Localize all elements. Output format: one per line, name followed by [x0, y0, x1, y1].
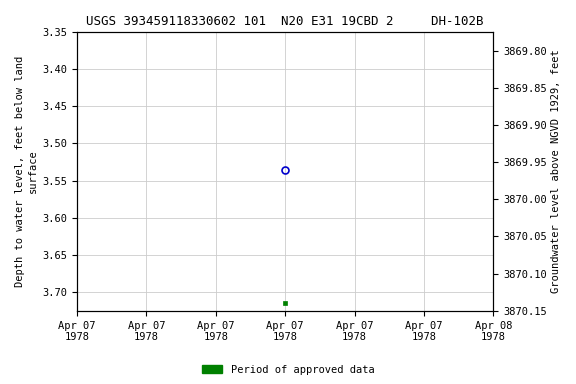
Legend: Period of approved data: Period of approved data — [198, 361, 378, 379]
Y-axis label: Groundwater level above NGVD 1929, feet: Groundwater level above NGVD 1929, feet — [551, 50, 561, 293]
Title: USGS 393459118330602 101  N20 E31 19CBD 2     DH-102B: USGS 393459118330602 101 N20 E31 19CBD 2… — [86, 15, 484, 28]
Y-axis label: Depth to water level, feet below land
surface: Depth to water level, feet below land su… — [15, 56, 38, 287]
